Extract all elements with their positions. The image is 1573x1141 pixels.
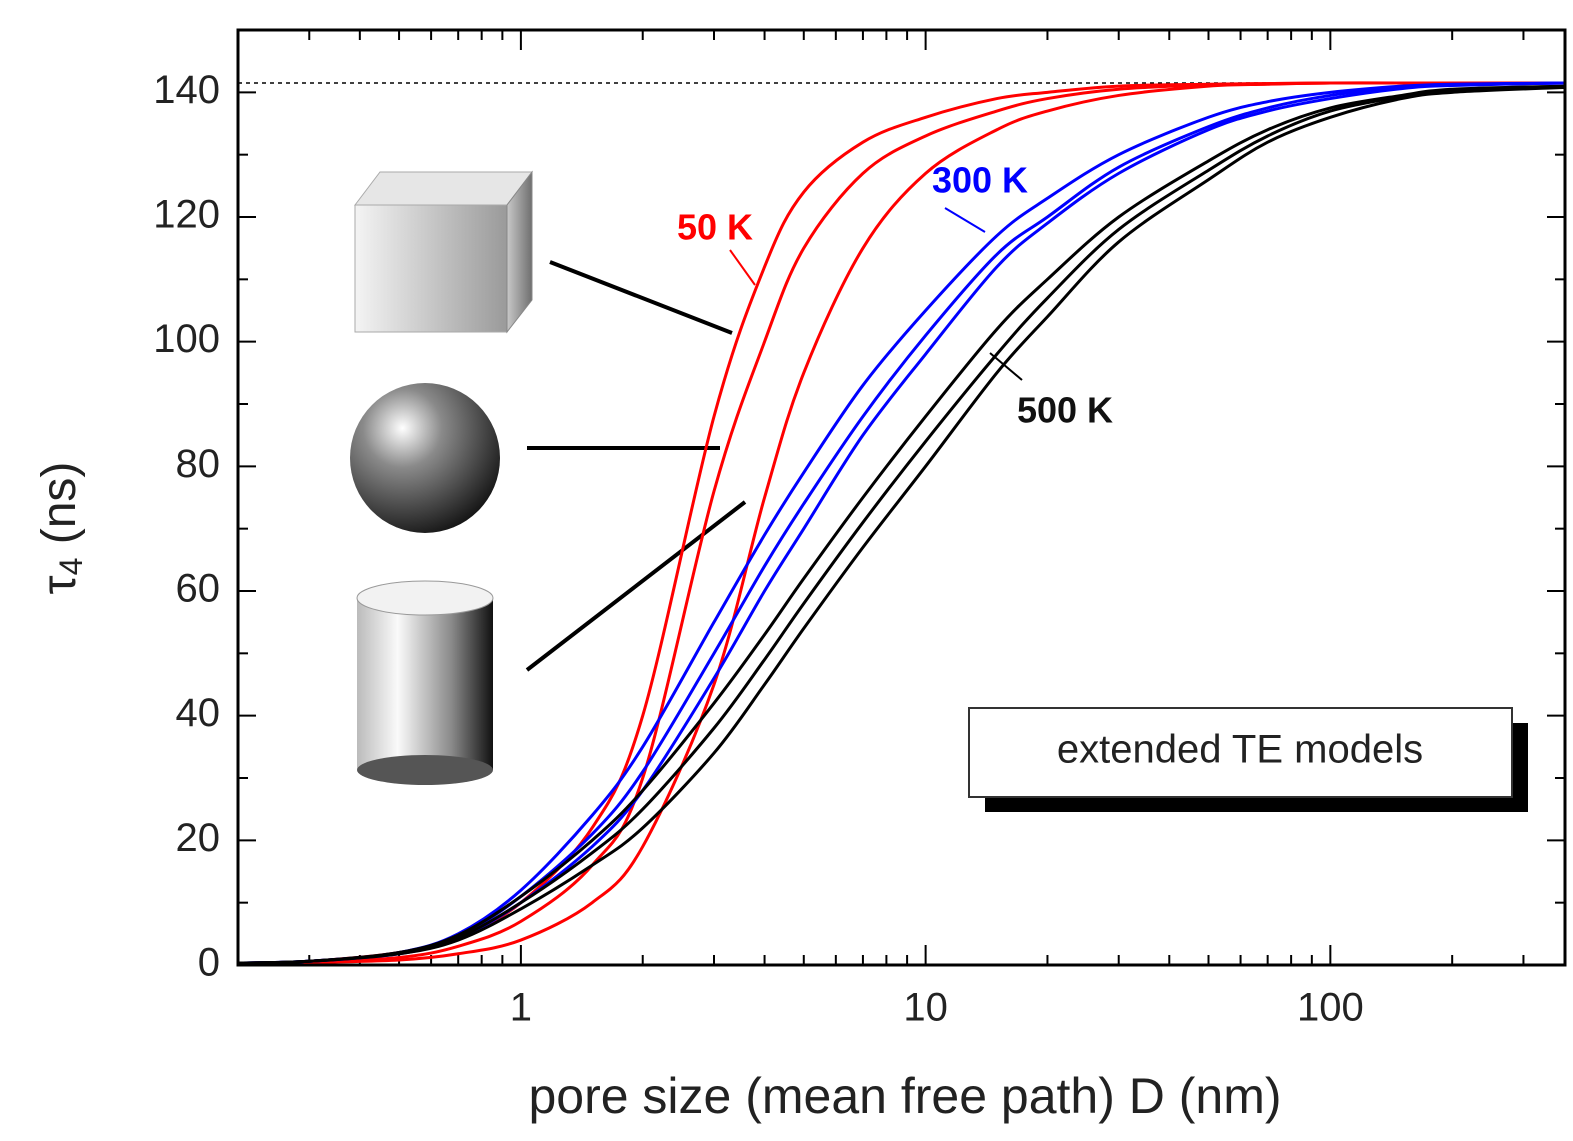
y-tick-label: 0 — [198, 941, 220, 985]
y-axis-label-text: τ4 (ns) — [33, 462, 90, 595]
y-axis-label: τ4 (ns) — [33, 462, 90, 595]
shape-icons — [350, 172, 532, 785]
y-tick-label: 80 — [176, 442, 221, 486]
y-tick-label: 120 — [153, 193, 220, 237]
y-tick-label: 20 — [176, 816, 221, 860]
chart: extended TE models pore size (mean free … — [0, 0, 1573, 1141]
y-label-subscript: 4 — [53, 558, 89, 576]
y-tick-label: 60 — [176, 567, 221, 611]
legend-text: extended TE models — [1057, 728, 1423, 772]
y-label-unit: (ns) — [33, 462, 86, 545]
label-arrows — [730, 208, 1022, 380]
y-label-space — [33, 544, 86, 557]
x-axis-label: pore size (mean free path) D (nm) — [528, 1068, 1281, 1124]
y-tick-label: 40 — [176, 691, 221, 735]
x-tick-label: 100 — [1297, 986, 1364, 1030]
legend-box: extended TE models — [969, 708, 1528, 812]
y-tick-label: 100 — [153, 317, 220, 361]
x-tick-label: 10 — [903, 986, 948, 1030]
annotation: 500 K — [1017, 390, 1113, 431]
y-tick-label: 140 — [153, 68, 220, 112]
pointer-arrows — [527, 262, 745, 670]
y-label-symbol: τ — [33, 575, 86, 594]
x-tick-label: 1 — [510, 986, 532, 1030]
annotation: 50 K — [677, 207, 753, 248]
annotation: 300 K — [932, 160, 1028, 201]
page: extended TE models pore size (mean free … — [0, 0, 1573, 1141]
